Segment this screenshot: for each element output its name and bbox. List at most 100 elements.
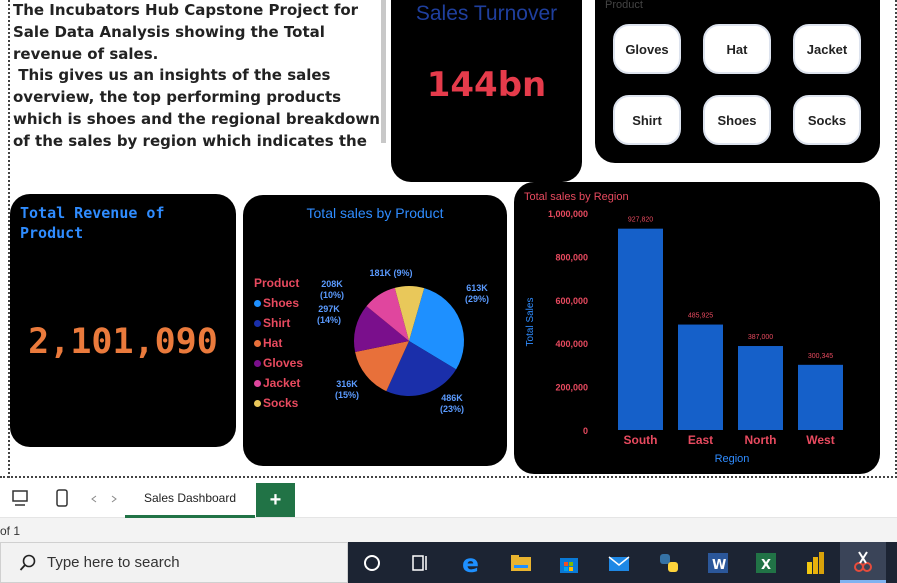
report-canvas: The Incubators Hub Capstone Project for … xyxy=(0,0,897,478)
power-bi-icon[interactable] xyxy=(802,550,828,576)
legend-label: Shoes xyxy=(263,296,300,310)
legend-color-dot xyxy=(254,319,261,327)
excel-icon[interactable]: X xyxy=(753,550,779,576)
microsoft-store-icon[interactable] xyxy=(556,550,582,576)
status-bar: of 1 xyxy=(0,518,897,542)
slicer-title: Product xyxy=(605,0,643,11)
y-axis-tick-label: 400,000 xyxy=(555,339,588,349)
pie-legend-item[interactable]: Shirt xyxy=(254,313,303,333)
sales-by-product-chart[interactable]: Total sales by Product Product Shoes Shir… xyxy=(243,195,507,466)
mail-icon[interactable] xyxy=(606,550,632,576)
bar-data-label: 485,925 xyxy=(688,313,713,320)
tab-sales-dashboard[interactable]: Sales Dashboard xyxy=(125,480,255,518)
pie-data-label: 316K (15%) xyxy=(334,379,359,400)
pie-slice-gloves[interactable] xyxy=(354,306,409,352)
tab-scroll-left-icon[interactable] xyxy=(90,495,98,503)
svg-text:e: e xyxy=(462,550,479,576)
sales-turnover-card[interactable]: Sales Turnover 144bn xyxy=(391,0,582,182)
svg-text:X: X xyxy=(761,558,771,573)
sales-turnover-value: 144bn xyxy=(426,65,547,105)
x-axis-tick-label: East xyxy=(688,433,713,447)
legend-color-dot xyxy=(254,359,261,367)
total-revenue-card[interactable]: Total Revenue of Product 2,101,090 xyxy=(10,194,236,447)
legend-color-dot xyxy=(254,399,261,407)
legend-label: Shirt xyxy=(263,316,291,330)
task-view-icon[interactable] xyxy=(407,550,433,576)
legend-label: Jacket xyxy=(263,376,301,390)
pie-slice-socks[interactable] xyxy=(394,286,425,341)
sales-turnover-title: Sales Turnover xyxy=(415,2,558,25)
legend-color-dot xyxy=(254,379,261,387)
pie-data-label: 613K (29%) xyxy=(464,283,489,304)
y-axis-tick-label: 1,000,000 xyxy=(548,209,588,219)
svg-text:W: W xyxy=(712,558,726,573)
pie-slice-shirt[interactable] xyxy=(386,341,457,396)
pie-legend-item[interactable]: Gloves xyxy=(254,353,303,373)
python-icon[interactable] xyxy=(656,550,682,576)
pie-slice-jacket[interactable] xyxy=(366,287,409,341)
snipping-tool-icon xyxy=(854,551,872,572)
page-indicator: of 1 xyxy=(0,524,21,538)
pie-data-label: 297K (14%) xyxy=(316,304,341,325)
pie-data-label: 181K (9%) xyxy=(369,268,413,278)
legend-label: Gloves xyxy=(263,356,304,370)
legend-label: Hat xyxy=(263,336,283,350)
slicer-option-gloves[interactable]: Gloves xyxy=(613,24,681,74)
x-axis-tick-label: West xyxy=(806,433,834,447)
legend-color-dot xyxy=(254,339,261,347)
bar-chart-svg: Total sales by Region 0 200,000 400,000 600,… xyxy=(524,191,843,465)
search-placeholder: Type here to search xyxy=(47,554,180,571)
description-paragraph-1: The Incubators Hub Capstone Project for … xyxy=(13,1,359,63)
bar-data-label: 300,345 xyxy=(808,353,833,360)
file-explorer-icon[interactable] xyxy=(508,550,534,576)
bar-data-label: 927,820 xyxy=(628,217,653,224)
bar-south[interactable] xyxy=(618,228,663,430)
total-revenue-value: 2,101,090 xyxy=(28,322,218,362)
description-paragraph-2: This gives us an insights of the sales o… xyxy=(13,66,380,150)
search-icon xyxy=(19,554,36,571)
windows-taskbar: Type here to search e W X xyxy=(0,542,897,583)
x-axis-tick-label: South xyxy=(624,433,658,447)
pie-chart-svg xyxy=(354,286,464,396)
bar-north[interactable] xyxy=(738,346,783,430)
bar-chart-title: Total sales by Region xyxy=(524,191,629,203)
pie-legend-item[interactable]: Hat xyxy=(254,333,303,353)
x-axis-title: Region xyxy=(715,453,750,465)
slicer-option-shirt[interactable]: Shirt xyxy=(613,95,681,145)
description-scrollbar[interactable] xyxy=(381,0,386,143)
snipping-tool-active[interactable] xyxy=(840,542,886,583)
slicer-option-socks[interactable]: Socks xyxy=(793,95,861,145)
legend-label: Socks xyxy=(263,396,299,410)
edge-browser-icon[interactable]: e xyxy=(459,550,485,576)
slicer-option-hat[interactable]: Hat xyxy=(703,24,771,74)
y-axis-title: Total Sales xyxy=(525,298,536,347)
pie-legend-item[interactable]: Jacket xyxy=(254,373,303,393)
slicer-option-jacket[interactable]: Jacket xyxy=(793,24,861,74)
add-sheet-button[interactable]: + xyxy=(256,483,295,517)
pie-data-label: 486K (23%) xyxy=(439,393,464,414)
pie-slice-shoes[interactable] xyxy=(409,288,464,370)
y-axis-tick-label: 800,000 xyxy=(555,252,588,262)
product-slicer[interactable]: Product Gloves Hat Jacket Shirt Shoes So… xyxy=(595,0,880,163)
pie-chart-title: Total sales by Product xyxy=(306,205,444,221)
desktop-view-icon[interactable] xyxy=(11,489,29,507)
y-axis-tick-label: 0 xyxy=(583,426,588,436)
mobile-view-icon[interactable] xyxy=(55,489,69,507)
description-textbox[interactable]: The Incubators Hub Capstone Project for … xyxy=(13,0,388,150)
taskbar-search-box[interactable]: Type here to search xyxy=(0,542,348,583)
bar-west[interactable] xyxy=(798,364,843,430)
slicer-option-shoes[interactable]: Shoes xyxy=(703,95,771,145)
sheet-tab-bar: Sales Dashboard + xyxy=(0,480,897,518)
cortana-icon[interactable] xyxy=(359,550,385,576)
x-axis-tick-label: North xyxy=(745,433,777,447)
word-icon[interactable]: W xyxy=(705,550,731,576)
pie-slice-hat[interactable] xyxy=(355,341,409,392)
pie-legend-item[interactable]: Shoes xyxy=(254,293,303,313)
pie-legend-title: Product xyxy=(254,276,300,290)
bar-east[interactable] xyxy=(678,324,723,430)
y-axis-tick-label: 200,000 xyxy=(555,383,588,393)
legend-color-dot xyxy=(254,299,261,307)
tab-scroll-right-icon[interactable] xyxy=(110,495,118,503)
pie-legend-item[interactable]: Socks xyxy=(254,393,303,413)
sales-by-region-chart[interactable]: Total sales by Region 0 200,000 400,000 600,… xyxy=(514,182,880,474)
